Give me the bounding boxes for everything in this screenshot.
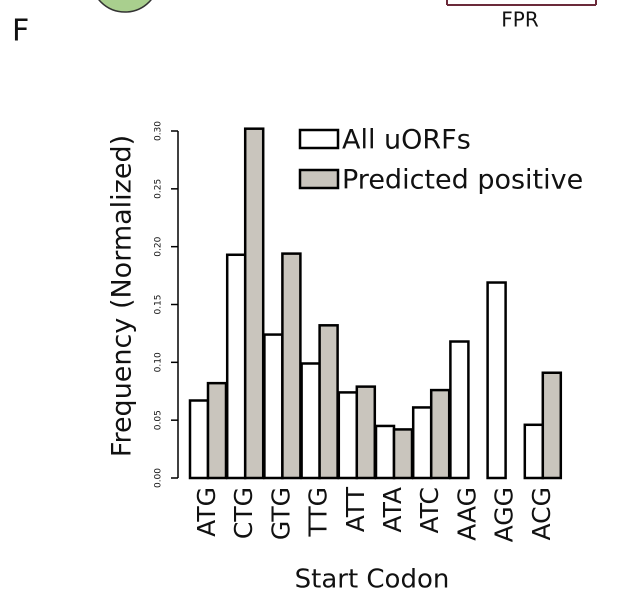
y-tick-label: 0.00 [154, 468, 164, 488]
x-tick-label: CTG [229, 487, 258, 539]
bar [188, 399, 210, 480]
x-tick-label: GTG [266, 487, 295, 540]
bar [486, 281, 507, 480]
panel-label: F [12, 14, 29, 49]
bar [374, 424, 396, 480]
legend-label: All uORFs [342, 125, 471, 156]
x-tick-label: AGG [490, 487, 519, 542]
bar [263, 333, 284, 480]
bar [392, 428, 414, 480]
x-tick-label: ATT [341, 486, 370, 532]
bar [355, 385, 377, 480]
x-tick-label: AAG [452, 487, 481, 541]
bar [541, 371, 563, 480]
bar [449, 340, 470, 480]
bar [523, 423, 545, 480]
y-tick-label: 0.10 [154, 352, 164, 372]
bar [225, 253, 247, 480]
x-tick-label: ATG [192, 487, 221, 537]
bar [429, 388, 451, 480]
y-tick-label: 0.20 [154, 236, 164, 256]
chart: 0.00 0.05 0.10 0.15 0.20 0.25 0.30 Frequency (N… [107, 121, 584, 594]
y-tick-label: 0.30 [154, 121, 164, 141]
bar [300, 362, 321, 480]
cropped-circle [98, 0, 152, 13]
x-axis-title: Start Codon [295, 565, 450, 594]
cropped-axis-label: FPR [501, 8, 539, 32]
legend-swatch [298, 128, 340, 150]
x-tick-label: ATC [415, 487, 444, 533]
bar [318, 324, 339, 480]
bar [281, 252, 302, 480]
y-tick-label: 0.25 [154, 179, 164, 199]
y-tick-label: 0.15 [154, 294, 164, 314]
x-tick-label: ATA [378, 487, 407, 533]
bar [337, 391, 359, 480]
x-tick-label: ACG [527, 487, 556, 541]
y-tick-label: 0.05 [154, 410, 164, 430]
legend-label: Predicted positive [342, 165, 583, 196]
x-tick-label: TTG [304, 487, 333, 537]
y-axis-title: Frequency (Normalized) [107, 135, 138, 457]
bar [243, 127, 265, 480]
bar [411, 406, 433, 480]
bar [206, 381, 228, 480]
legend-swatch [298, 168, 340, 190]
